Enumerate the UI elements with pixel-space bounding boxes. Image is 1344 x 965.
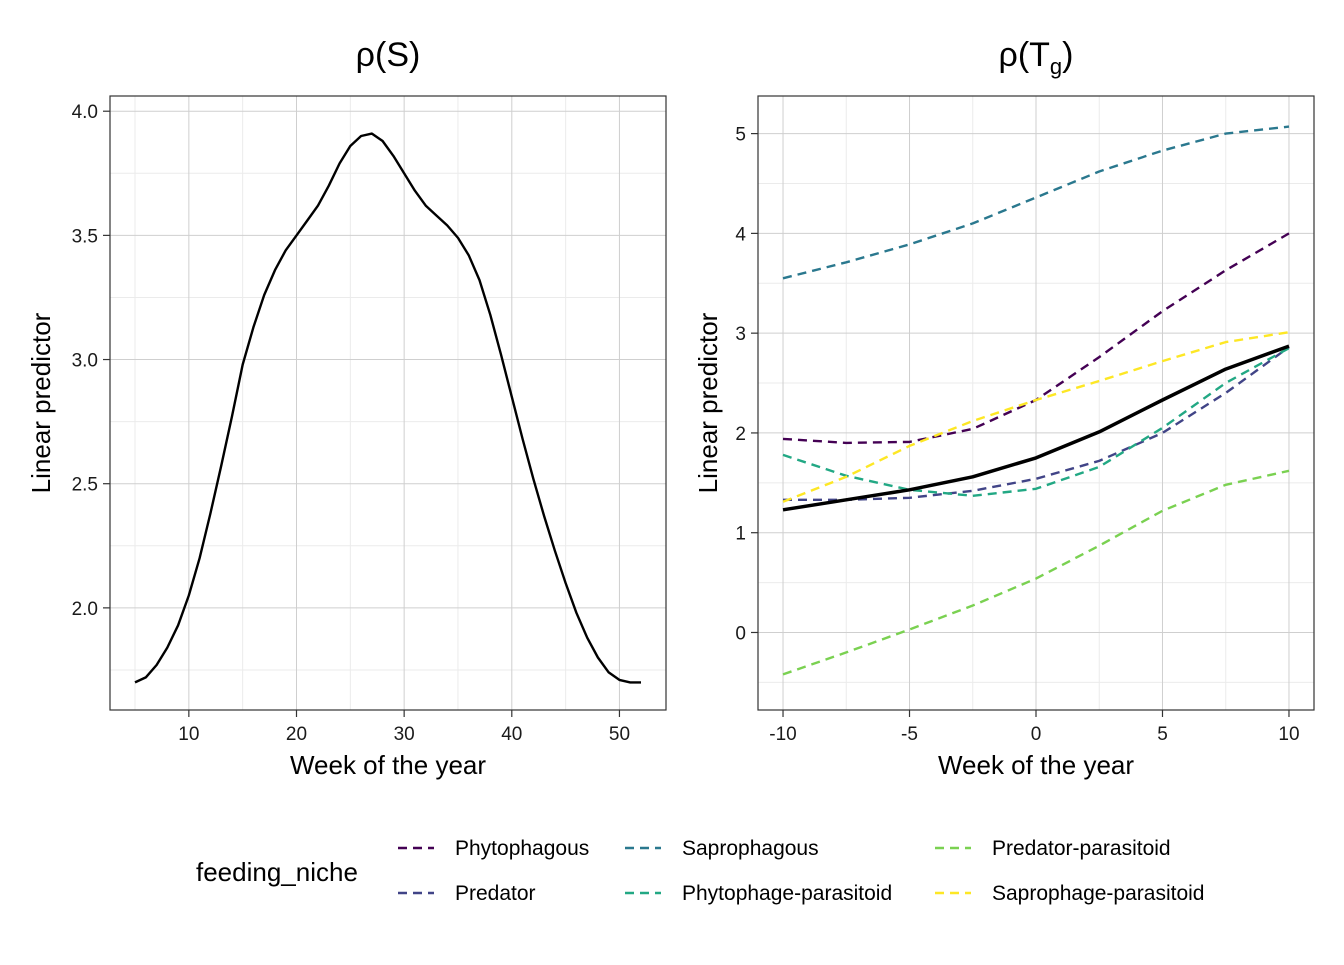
y-tick-label: 4.0 (72, 102, 98, 123)
legend-item-label: Phytophage-parasitoid (682, 882, 892, 905)
y-tick-label: 5 (735, 125, 746, 146)
y-axis-title: Linear predictor (693, 312, 723, 493)
x-tick-label: 50 (609, 724, 630, 745)
series-line-overall (782, 344, 1290, 512)
x-tick-label: 20 (286, 724, 307, 745)
panel-title: ρ(S) (356, 36, 421, 74)
legend-item-label: Phytophagous (455, 837, 589, 860)
y-tick-label: 2.5 (72, 475, 98, 496)
panel-temperature-effect: -10 -5 0 5 10 0 1 2 3 4 5 Week of the year Linear pr… (693, 36, 1315, 780)
series-line-predator (783, 346, 1290, 501)
panel-seasonal-effect: 10 20 30 40 50 2.0 2.5 3.0 3.5 4.0 Week of the yea… (26, 36, 667, 780)
series-line-saprophage-parasitoid (782, 331, 1290, 503)
x-tick-label: 40 (501, 724, 522, 745)
x-axis-title: Week of the year (938, 750, 1134, 780)
x-tick-label: 10 (1278, 724, 1299, 745)
panel-title: ρ(Tg) (998, 36, 1073, 79)
legend-item-label: Saprophagous (682, 837, 819, 860)
legend-item-label: Predator (455, 882, 536, 905)
x-axis-title: Week of the year (290, 750, 486, 780)
y-tick-label: 3.5 (72, 226, 98, 247)
y-tick-label: 4 (735, 224, 746, 245)
x-tick-label: 5 (1157, 724, 1168, 745)
y-tick-label: 1 (735, 524, 746, 545)
panel-border (109, 95, 667, 711)
legend-item-label: Saprophage-parasitoid (992, 882, 1204, 905)
legend-title: feeding_niche (196, 857, 358, 887)
y-tick-label: 3.0 (72, 351, 98, 372)
y-axis-title: Linear predictor (26, 312, 56, 493)
y-tick-label: 0 (735, 623, 746, 644)
panel-title-close: ) (1062, 36, 1073, 74)
x-tick-label: 10 (178, 724, 199, 745)
panel-title-main: ρ(S) (356, 36, 421, 74)
y-tick-label: 2.0 (72, 599, 98, 620)
x-tick-label: 0 (1031, 724, 1042, 745)
series-line-predator-parasitoid (782, 469, 1290, 676)
panel-title-subscript: g (1050, 54, 1062, 79)
legend-item-label: Predator-parasitoid (992, 837, 1171, 860)
series-line (134, 132, 641, 684)
series-line-phytophage-parasitoid (782, 347, 1290, 497)
panel-title-main: ρ(T (998, 36, 1049, 74)
x-tick-label: -10 (769, 724, 796, 745)
x-tick-label: 30 (394, 724, 415, 745)
y-tick-label: 3 (735, 324, 746, 345)
legend: feeding_niche Phytophagous Predator Saprop… (196, 837, 1204, 905)
y-tick-label: 2 (735, 424, 746, 445)
x-tick-label: -5 (901, 724, 918, 745)
